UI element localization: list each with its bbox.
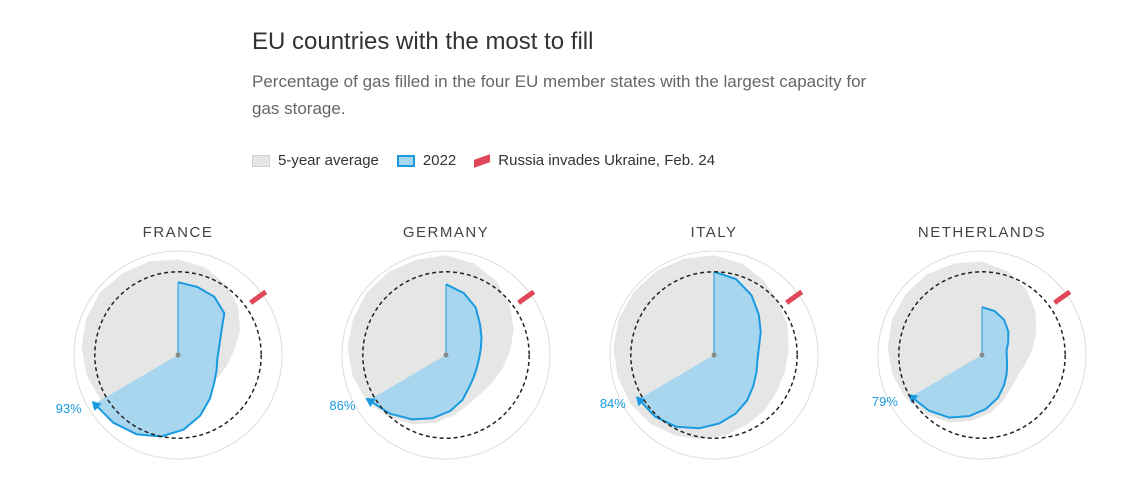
country-label: NETHERLANDS [918, 224, 1046, 241]
current-pct-label: 84% [600, 396, 626, 411]
current-line [93, 281, 226, 438]
current-arrow [365, 398, 376, 408]
center-dot [711, 352, 717, 358]
chart-subtitle: Percentage of gas filled in the four EU … [252, 72, 867, 118]
outer-ring [877, 250, 1087, 460]
legend-item-invasion: Russia invades Ukraine, Feb. 24 [474, 152, 715, 169]
center-dot [979, 352, 985, 358]
current-pct-label: 79% [872, 394, 898, 409]
legend-swatch-2022 [396, 154, 415, 167]
invasion-marker [1053, 289, 1072, 305]
current-area [638, 271, 761, 429]
current-area [94, 282, 225, 437]
legend-label-invasion: Russia invades Ukraine, Feb. 24 [498, 152, 716, 169]
current-line [910, 306, 1010, 419]
target-ring [362, 271, 530, 439]
legend-item-average: 5-year average [252, 152, 379, 169]
country-label: GERMANY [403, 224, 489, 241]
country-chart-netherlands: NETHERLANDS 79% [872, 224, 1087, 460]
outer-ring [73, 250, 283, 460]
target-ring [94, 271, 262, 439]
current-pct-label: 86% [329, 398, 355, 413]
country-chart-france: FRANCE 93% [56, 224, 283, 460]
legend-label-average: 5-year average [278, 152, 379, 169]
chart-title: EU countries with the most to fill [252, 28, 594, 55]
invasion-marker [249, 289, 268, 305]
country-label: FRANCE [143, 224, 214, 241]
target-ring [630, 271, 798, 439]
country-label: ITALY [691, 224, 738, 241]
country-chart-italy: ITALY 84% [600, 224, 819, 460]
radial-charts: FRANCE 93% GERMANY 86% ITALY 84% NETHERLANDS 79… [56, 224, 1087, 460]
current-area [911, 307, 1009, 418]
center-dot [175, 352, 181, 358]
legend-item-2022: 2022 [396, 152, 457, 169]
current-line [368, 283, 483, 421]
outer-ring [341, 250, 551, 460]
invasion-marker [785, 289, 804, 305]
country-chart-germany: GERMANY 86% [329, 224, 551, 460]
current-area [368, 284, 482, 420]
target-ring [898, 271, 1066, 439]
legend-swatch-invasion [474, 153, 491, 168]
legend: 5-year average 2022 Russia invades Ukrai… [252, 152, 733, 169]
legend-swatch-average [252, 154, 270, 167]
legend-label-2022: 2022 [422, 152, 457, 169]
center-dot [443, 352, 449, 358]
current-arrow [635, 396, 646, 407]
invasion-marker [517, 289, 536, 305]
current-pct-label: 93% [56, 401, 82, 416]
current-line [637, 270, 762, 430]
outer-ring [609, 250, 819, 460]
current-arrow [91, 401, 102, 411]
